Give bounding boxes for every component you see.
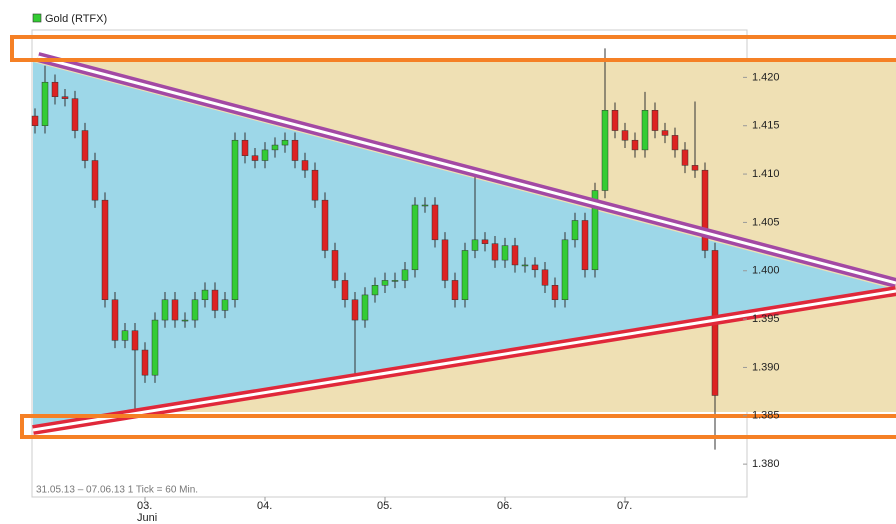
candle-body <box>561 239 569 301</box>
candle-body <box>431 204 439 241</box>
candle-body <box>411 204 419 271</box>
candle-body <box>101 199 109 301</box>
candle-body <box>641 110 649 151</box>
candle-body <box>701 169 709 251</box>
candle-body <box>531 264 539 271</box>
candle-body <box>251 155 259 161</box>
candle-body <box>691 165 699 171</box>
y-tick-label: 1.395 <box>752 313 780 325</box>
candle-body <box>331 250 339 281</box>
candle-body <box>181 319 189 322</box>
candle-body <box>391 280 399 282</box>
candle-body <box>291 139 299 161</box>
candle-body <box>481 239 489 244</box>
candle-body <box>61 96 69 99</box>
candle-body <box>171 299 179 321</box>
candle-body <box>281 139 289 146</box>
candle-body <box>381 280 389 286</box>
candle-body <box>161 299 169 321</box>
legend-swatch <box>32 13 42 23</box>
candle-body <box>521 264 529 267</box>
candle-body <box>471 239 479 251</box>
candle-body <box>91 160 99 201</box>
candle-body <box>191 299 199 321</box>
candle-body <box>221 299 229 311</box>
candle-body <box>461 250 469 301</box>
candle-body <box>501 245 509 261</box>
candle-body <box>211 289 219 311</box>
x-sublabel: Juni <box>137 512 157 524</box>
candle-body <box>451 280 459 301</box>
x-tick-label: 05. <box>377 500 392 512</box>
y-tick-label: 1.410 <box>752 168 780 180</box>
candle-body <box>261 149 269 161</box>
candle-body <box>311 169 319 201</box>
x-tick-label: 04. <box>257 500 272 512</box>
candle-body <box>631 139 639 151</box>
y-tick-label: 1.400 <box>752 265 780 277</box>
candle-body <box>51 81 59 97</box>
y-tick-label: 1.405 <box>752 216 780 228</box>
legend-label: Gold (RTFX) <box>45 13 107 25</box>
candle-body <box>111 299 119 341</box>
candle-body <box>31 115 39 126</box>
candle-body <box>581 220 589 271</box>
candle-body <box>371 285 379 296</box>
support-line-center <box>32 289 896 432</box>
candle-body <box>361 294 369 321</box>
y-tick-label: 1.390 <box>752 361 780 373</box>
candle-body <box>121 330 129 341</box>
footer: 31.05.13 – 07.06.13 1 Tick = 60 Min. <box>36 485 198 496</box>
candle-body <box>601 110 609 191</box>
x-tick-label: 03. <box>137 500 152 512</box>
candle-body <box>611 110 619 131</box>
candle-body <box>591 190 599 271</box>
y-tick-label: 1.385 <box>752 410 780 422</box>
candle-body <box>131 330 139 351</box>
candle-body <box>401 269 409 281</box>
candle-body <box>491 243 499 261</box>
y-tick-label: 1.415 <box>752 120 780 132</box>
candle-body <box>351 299 359 321</box>
candle-body <box>231 139 239 301</box>
candle-body <box>201 289 209 301</box>
candle-body <box>551 285 559 301</box>
top-zone <box>10 35 896 62</box>
candle-body <box>321 199 329 251</box>
candle-body <box>341 280 349 301</box>
candle-body <box>681 149 689 166</box>
candle-body <box>671 135 679 151</box>
candle-body <box>441 239 449 281</box>
candle-body <box>151 319 159 376</box>
candle-body <box>571 220 579 241</box>
candle-body <box>71 98 79 131</box>
annotations <box>10 35 896 439</box>
candle-body <box>81 130 89 161</box>
candle-body <box>271 144 279 151</box>
candle-body <box>621 130 629 141</box>
candle-body <box>541 269 549 286</box>
candle-body <box>41 81 49 126</box>
candle-body <box>141 349 149 376</box>
y-tick-label: 1.420 <box>752 71 780 83</box>
candle-body <box>651 110 659 131</box>
resistance-line-center <box>37 55 896 285</box>
candle-body <box>301 160 309 171</box>
y-tick-label: 1.380 <box>752 458 780 470</box>
x-tick-label: 07. <box>617 500 632 512</box>
candle-body <box>241 139 249 156</box>
bottom-zone <box>20 414 896 439</box>
x-tick-label: 06. <box>497 500 512 512</box>
candle-body <box>421 204 429 207</box>
candle-body <box>661 130 669 136</box>
candle-body <box>511 245 519 266</box>
